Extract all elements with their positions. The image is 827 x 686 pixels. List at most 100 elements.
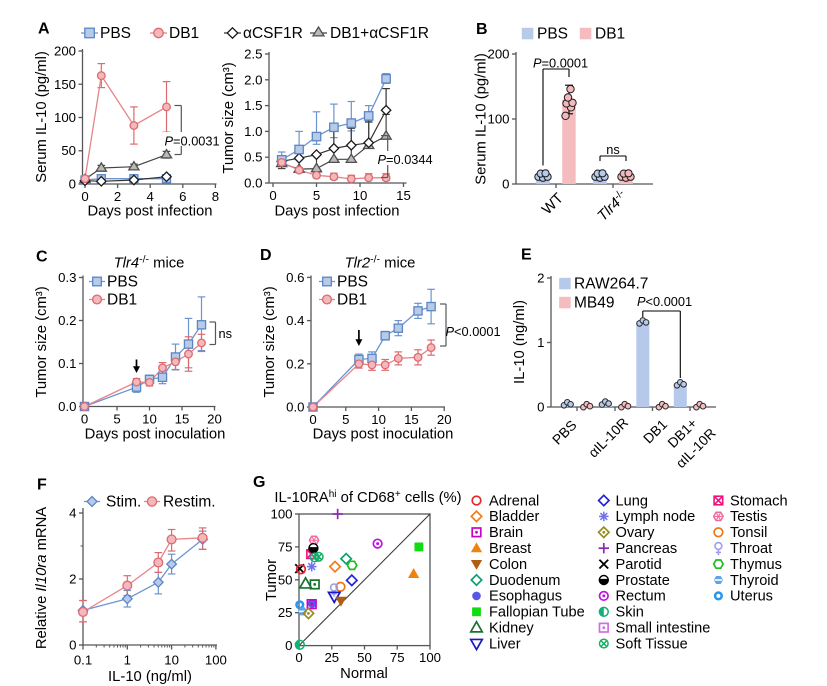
svg-text:Serum IL-10 (pg/ml): Serum IL-10 (pg/ml) [474,53,490,185]
svg-text:Tlr2-/- mice: Tlr2-/- mice [345,254,416,272]
svg-text:0.2: 0.2 [286,356,304,371]
svg-text:Stim.: Stim. [106,494,141,511]
svg-text:PBS: PBS [337,274,368,291]
svg-text:200: 200 [54,44,76,59]
svg-text:PBS: PBS [537,26,568,43]
svg-text:1.5: 1.5 [244,98,262,113]
svg-text:50: 50 [278,572,293,587]
svg-text:Duodenum: Duodenum [489,573,560,589]
svg-text:Tumor size (cm³): Tumor size (cm³) [34,286,50,397]
svg-text:Days post inoculation: Days post inoculation [313,427,454,443]
svg-text:10: 10 [371,412,386,427]
svg-text:E: E [521,247,532,264]
svg-text:Tlr4-/- mice: Tlr4-/- mice [114,254,185,272]
svg-text:RAW264.7: RAW264.7 [574,276,648,293]
svg-text:Thymus: Thymus [730,557,782,573]
svg-text:150: 150 [54,77,76,92]
svg-text:Fallopian Tube: Fallopian Tube [489,605,585,621]
svg-text:Kidney: Kidney [489,621,534,637]
svg-text:P=0.0031: P=0.0031 [165,134,220,149]
svg-text:DB1: DB1 [595,26,625,43]
svg-text:10: 10 [164,653,179,668]
svg-text:DB1: DB1 [169,25,199,42]
svg-text:Testis: Testis [730,509,767,525]
svg-text:Brain: Brain [489,525,523,541]
svg-text:20: 20 [437,412,452,427]
svg-text:ns: ns [219,326,233,341]
svg-text:Tumor size (cm³): Tumor size (cm³) [262,286,278,397]
svg-text:Parotid: Parotid [616,557,662,573]
svg-text:B: B [476,21,488,38]
svg-text:2: 2 [69,572,76,587]
svg-text:5: 5 [313,188,320,203]
svg-text:G: G [253,474,265,491]
svg-text:0.5: 0.5 [244,150,262,165]
svg-text:C: C [36,249,48,266]
svg-text:Ovary: Ovary [616,525,656,541]
svg-text:200: 200 [487,47,509,62]
svg-text:0: 0 [502,177,509,192]
svg-text:0.1: 0.1 [58,356,76,371]
svg-text:Stomach: Stomach [730,493,788,509]
svg-text:Relative Il10ra mRNA: Relative Il10ra mRNA [34,507,50,649]
svg-text:0.2: 0.2 [58,313,76,328]
svg-text:Pancreas: Pancreas [616,541,678,557]
svg-text:2: 2 [537,271,544,286]
svg-text:1: 1 [124,653,131,668]
svg-text:75: 75 [278,539,293,554]
svg-text:Colon: Colon [489,557,527,573]
svg-text:Rectum: Rectum [616,589,666,605]
svg-text:Tumor: Tumor [264,559,280,601]
svg-text:Throat: Throat [730,541,772,557]
svg-text:0.4: 0.4 [286,313,304,328]
svg-text:6: 6 [179,189,186,204]
svg-text:Bladder: Bladder [489,509,539,525]
svg-text:5: 5 [342,412,349,427]
svg-text:Skin: Skin [616,605,644,621]
svg-text:MB49: MB49 [574,295,615,312]
svg-text:1: 1 [537,335,544,350]
svg-text:0.0: 0.0 [286,400,304,415]
svg-text:10: 10 [142,412,157,427]
svg-text:75: 75 [390,650,405,665]
svg-text:αCSF1R: αCSF1R [243,25,303,42]
svg-text:PBS: PBS [100,25,131,42]
svg-text:50: 50 [357,650,372,665]
svg-text:Prostate: Prostate [616,573,670,589]
svg-text:ns: ns [606,142,620,157]
svg-text:15: 15 [175,412,190,427]
svg-text:0: 0 [69,638,76,653]
svg-text:Days post inoculation: Days post inoculation [85,427,226,443]
svg-text:DB1: DB1 [107,292,137,309]
svg-text:100: 100 [487,112,509,127]
svg-text:D: D [260,247,272,264]
svg-text:IL-10RAhi of CD68+ cells (%): IL-10RAhi of CD68+ cells (%) [274,489,461,506]
svg-text:Small intestine: Small intestine [616,621,711,637]
svg-text:25: 25 [278,605,293,620]
svg-text:0.0: 0.0 [58,399,76,414]
svg-text:0.3: 0.3 [58,270,76,285]
svg-text:0: 0 [269,188,276,203]
svg-text:Tumor size (cm³): Tumor size (cm³) [221,62,237,173]
svg-text:PBS: PBS [107,274,138,291]
svg-text:P=0.0001: P=0.0001 [533,56,588,71]
svg-text:50: 50 [61,143,76,158]
svg-text:5: 5 [113,412,120,427]
svg-text:100: 100 [54,110,76,125]
svg-text:0: 0 [537,400,544,415]
svg-text:Tonsil: Tonsil [730,525,767,541]
svg-text:1.0: 1.0 [244,124,262,139]
svg-text:2.0: 2.0 [244,72,262,87]
svg-text:Uterus: Uterus [730,589,773,605]
svg-text:0.0: 0.0 [244,176,262,191]
svg-text:P<0.0001: P<0.0001 [446,324,501,339]
svg-text:2.5: 2.5 [244,47,262,62]
svg-text:Serum IL-10 (pg/ml): Serum IL-10 (pg/ml) [34,51,50,183]
svg-text:Lymph node: Lymph node [616,509,696,525]
svg-text:A: A [38,21,50,38]
svg-text:10: 10 [353,188,368,203]
svg-text:0: 0 [69,177,76,192]
svg-text:0: 0 [285,638,292,653]
svg-text:4: 4 [147,189,154,204]
svg-text:Breast: Breast [489,541,531,557]
